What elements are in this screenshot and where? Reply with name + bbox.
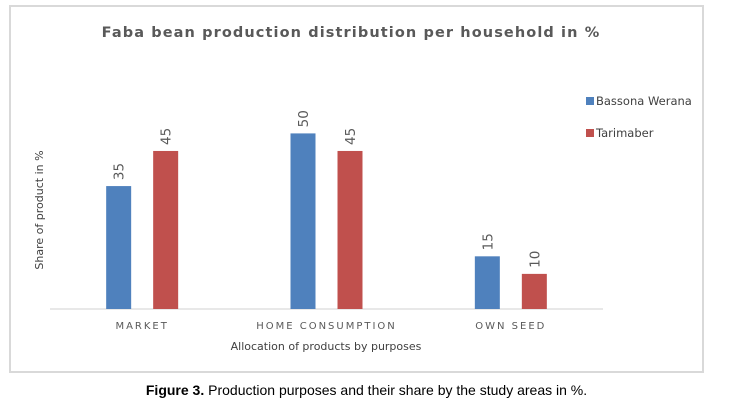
x-axis-title: Allocation of products by purposes <box>231 340 422 353</box>
legend-marker <box>586 129 594 137</box>
bar-bassona-werana-market <box>106 186 132 309</box>
category-label: OWN SEED <box>475 321 546 332</box>
category-label: HOME CONSUMPTION <box>256 321 397 332</box>
bar-tarimaber-home-consumption <box>337 150 363 309</box>
legend: Bassona Werana Tarimaber <box>586 94 692 140</box>
bar-tarimaber-market <box>153 150 179 309</box>
data-label: 35 <box>112 163 128 180</box>
data-label: 15 <box>480 233 496 250</box>
bar-bassona-werana-home-consumption <box>290 133 316 309</box>
bar-tarimaber-own-seed <box>521 273 547 309</box>
chart-title: Faba bean production distribution per ho… <box>102 25 601 41</box>
caption-text: Production purposes and their share by t… <box>204 382 588 398</box>
data-label: 45 <box>159 128 175 145</box>
legend-label: Bassona Werana <box>596 94 692 108</box>
data-label: 45 <box>343 128 359 145</box>
data-label: 10 <box>527 251 543 268</box>
category-label: MARKET <box>115 321 168 332</box>
legend-label: Tarimaber <box>595 126 654 140</box>
bar-bassona-werana-own-seed <box>474 256 500 309</box>
caption-label: Figure 3. <box>145 382 205 398</box>
bars-group: 35 45 50 45 15 10 <box>106 110 547 309</box>
category-labels: MARKET HOME CONSUMPTION OWN SEED <box>115 321 546 332</box>
legend-marker <box>586 97 594 105</box>
data-label: 50 <box>296 110 312 127</box>
figure-caption: Figure 3. Production purposes and their … <box>0 382 733 398</box>
y-axis-title: Share of product in % <box>33 150 46 269</box>
